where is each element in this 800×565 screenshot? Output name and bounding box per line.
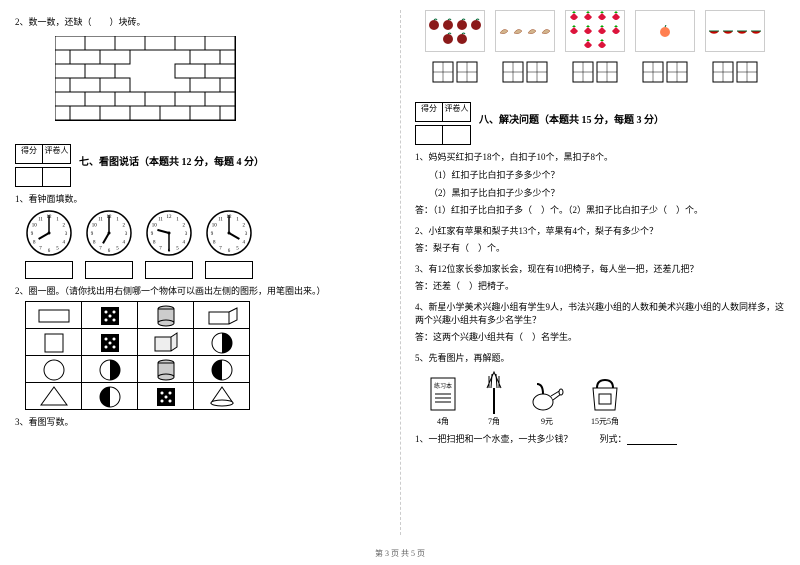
option-shape[interactable] <box>194 356 250 383</box>
item-price: 15元5角 <box>585 416 625 427</box>
score-label-1: 得分 <box>15 144 43 164</box>
svg-text:10: 10 <box>92 224 98 229</box>
page-footer: 第 3 页 共 5 页 <box>0 548 800 559</box>
score-label-r1: 得分 <box>415 102 443 122</box>
section7-title: 七、看图说话（本题共 12 分，每题 4 分） <box>79 153 264 168</box>
target-shape <box>26 329 82 356</box>
shop-item: 15元5角 <box>585 374 625 427</box>
count-row <box>425 58 785 86</box>
score-box-r: 得分 评卷人 <box>415 102 471 122</box>
score-box: 得分 评卷人 <box>15 144 71 164</box>
option-shape[interactable] <box>138 329 194 356</box>
option-shape[interactable] <box>194 329 250 356</box>
q8-2: 2、小红家有苹果和梨子共13个，苹果有4个，梨子有多少个？ <box>415 224 785 237</box>
svg-text:12: 12 <box>167 215 173 220</box>
q2-text: 2、数一数，还缺（ ）块砖。 <box>15 15 385 28</box>
q8-1-ans: 答：（1）红扣子比白扣子多（ ）个。（2）黑扣子比白扣子少（ ）个。 <box>415 203 785 216</box>
q7-1: 1、看钟面填数。 <box>15 192 385 205</box>
count-box[interactable] <box>495 58 555 86</box>
option-shape[interactable] <box>82 329 138 356</box>
option-shape[interactable] <box>138 383 194 410</box>
option-shape[interactable] <box>82 302 138 329</box>
svg-text:11: 11 <box>158 217 163 222</box>
score-label-2: 评卷人 <box>43 144 71 164</box>
clock-answer-box[interactable] <box>205 261 253 279</box>
score-blank-r2[interactable] <box>443 125 471 145</box>
q8-5: 5、先看图片，再解题。 <box>415 351 785 364</box>
option-shape[interactable] <box>138 302 194 329</box>
fruit-box <box>635 10 695 52</box>
svg-text:10: 10 <box>212 224 218 229</box>
trace-table <box>25 301 250 410</box>
shop-item: 练习本 4角 <box>425 374 461 427</box>
score-blank-r1[interactable] <box>415 125 443 145</box>
page-divider <box>400 10 401 535</box>
q8-5-q: 1、一把扫把和一个水壶，一共多少钱？ 列式： <box>415 432 785 445</box>
fruit-box <box>565 10 625 52</box>
fruit-row <box>425 10 785 52</box>
fruit-box <box>495 10 555 52</box>
count-box[interactable] <box>565 58 625 86</box>
option-shape[interactable] <box>82 356 138 383</box>
svg-text:11: 11 <box>218 217 223 222</box>
q7-3: 3、看图写数。 <box>15 415 385 428</box>
q8-3-ans: 答：还差（ ）把椅子。 <box>415 279 785 292</box>
q8-1: 1、妈妈买红扣子18个，白扣子10个，黑扣子8个。 <box>415 150 785 163</box>
shop-item: 7角 <box>479 370 509 427</box>
clock-answer-box[interactable] <box>25 261 73 279</box>
svg-text:练习本: 练习本 <box>434 382 452 390</box>
target-shape <box>26 356 82 383</box>
q8-5-q-text: 1、一把扫把和一个水壶，一共多少钱？ 列式： <box>415 434 627 444</box>
item-price: 7角 <box>479 416 509 427</box>
option-shape[interactable] <box>194 383 250 410</box>
clock: 121234567891011 <box>25 209 73 279</box>
count-box[interactable] <box>425 58 485 86</box>
q7-2: 2、圈一圈。（请你找出用右侧哪一个物体可以画出左侧的图形，用笔圈出来。） <box>15 284 385 297</box>
target-shape <box>26 302 82 329</box>
score-blank-1[interactable] <box>15 167 43 187</box>
count-box[interactable] <box>705 58 765 86</box>
q8-4: 4、新星小学美术兴趣小组有学生9人，书法兴趣小组的人数和美术兴趣小组的人数同样多… <box>415 300 785 326</box>
fruit-box <box>705 10 765 52</box>
score-label-r2: 评卷人 <box>443 102 471 122</box>
svg-text:10: 10 <box>152 224 158 229</box>
q8-2-ans: 答：梨子有（ ）个。 <box>415 241 785 254</box>
clock-row: 1212345678910111212345678910111212345678… <box>25 209 385 279</box>
q8-4-ans: 答：这两个兴趣小组共有（ ）名学生。 <box>415 330 785 343</box>
score-blank-2[interactable] <box>43 167 71 187</box>
formula-blank[interactable] <box>627 435 677 445</box>
q8-1-1: （1）红扣子比白扣子多多少个？ <box>429 168 785 181</box>
fruit-box <box>425 10 485 52</box>
clock-answer-box[interactable] <box>145 261 193 279</box>
count-box[interactable] <box>635 58 695 86</box>
target-shape <box>26 383 82 410</box>
q8-3: 3、有12位家长参加家长会，现在有10把椅子，每人坐一把，还差几把？ <box>415 262 785 275</box>
item-price: 4角 <box>425 416 461 427</box>
svg-text:10: 10 <box>32 224 38 229</box>
option-shape[interactable] <box>82 383 138 410</box>
shop-item: 9元 <box>527 374 567 427</box>
option-shape[interactable] <box>194 302 250 329</box>
clock: 121234567891011 <box>85 209 133 279</box>
svg-text:11: 11 <box>38 217 43 222</box>
item-row: 练习本 4角 7角 9元 15元5角 <box>425 370 785 427</box>
brick-wall <box>55 36 385 128</box>
item-price: 9元 <box>527 416 567 427</box>
svg-text:11: 11 <box>98 217 103 222</box>
clock: 121234567891011 <box>205 209 253 279</box>
clock-answer-box[interactable] <box>85 261 133 279</box>
clock: 121234567891011 <box>145 209 193 279</box>
section8-title: 八、解决问题（本题共 15 分，每题 3 分） <box>479 111 664 126</box>
q8-1-2: （2）黑扣子比白扣子少多少个？ <box>429 186 785 199</box>
option-shape[interactable] <box>138 356 194 383</box>
